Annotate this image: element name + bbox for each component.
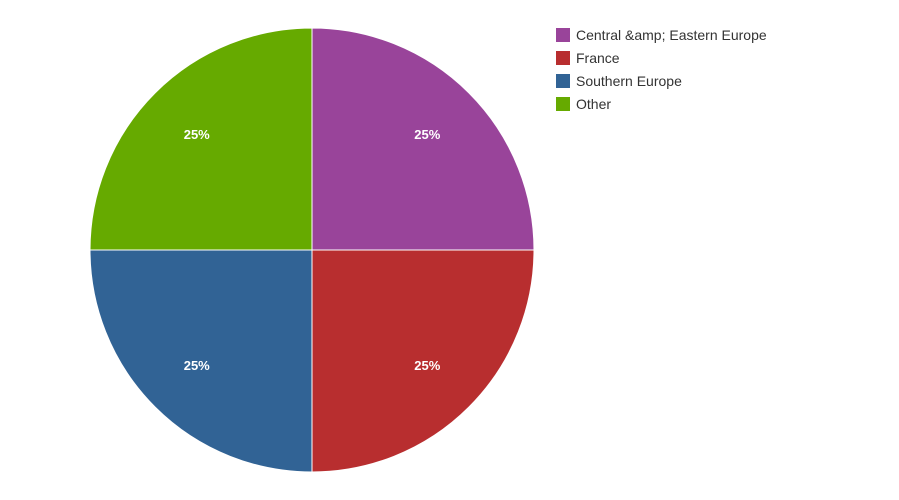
slice-data-label: 25%	[414, 127, 440, 142]
pie-slice-central-and-eastern-europe[interactable]	[311, 27, 535, 251]
legend-label: Other	[576, 95, 612, 112]
legend-swatch	[556, 73, 570, 88]
legend-label: France	[576, 49, 620, 66]
slice-data-label: 25%	[184, 358, 210, 373]
legend-item-southern-europe[interactable]: Southern Europe	[556, 69, 767, 92]
pie-slice-other[interactable]	[89, 27, 313, 251]
legend-label: Central &amp; Eastern Europe	[576, 26, 767, 43]
legend-swatch	[556, 50, 570, 65]
legend-item-central-and-eastern-europe[interactable]: Central &amp; Eastern Europe	[556, 23, 767, 46]
pie-slice-france[interactable]	[311, 249, 535, 473]
legend-swatch	[556, 27, 570, 42]
slice-data-label: 25%	[184, 127, 210, 142]
legend-item-france[interactable]: France	[556, 46, 767, 69]
legend-label: Southern Europe	[576, 72, 682, 89]
legend-item-other[interactable]: Other	[556, 92, 767, 115]
pie-slice-southern-europe[interactable]	[89, 249, 313, 473]
slice-data-label: 25%	[414, 358, 440, 373]
chart-legend: Central &amp; Eastern Europe France Southe…	[556, 23, 767, 115]
legend-swatch	[556, 96, 570, 111]
